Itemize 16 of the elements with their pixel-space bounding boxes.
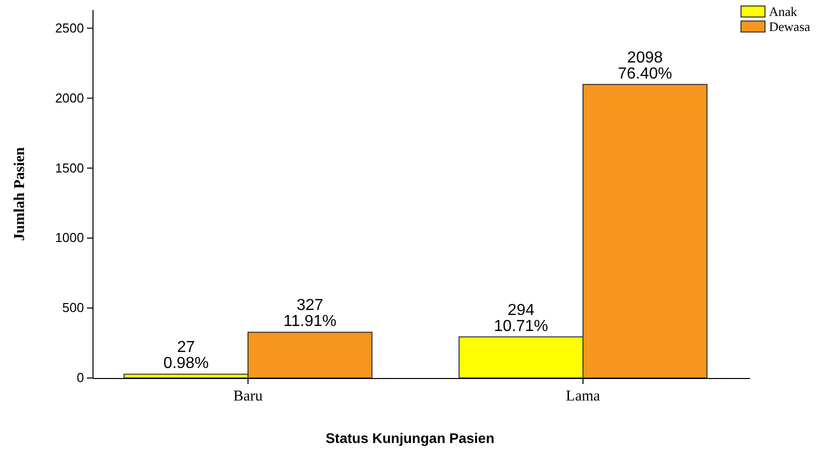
data-label: 327 11.91% bbox=[283, 297, 337, 330]
y-tick-label: 1000 bbox=[55, 230, 84, 246]
x-tick-label: Lama bbox=[566, 388, 600, 404]
y-tick-label: 2000 bbox=[55, 90, 84, 106]
y-tick-label: 0 bbox=[76, 370, 84, 386]
legend-label: Anak bbox=[769, 4, 798, 19]
legend-label: Dewasa bbox=[769, 19, 810, 34]
data-label: 294 10.71% bbox=[494, 302, 548, 335]
y-axis-title: Jumlah Pasien bbox=[12, 146, 28, 241]
y-tick-label: 1500 bbox=[55, 160, 84, 176]
y-tick-label: 500 bbox=[62, 300, 84, 316]
data-label: 27 0.98% bbox=[163, 339, 209, 372]
y-tick-label: 2500 bbox=[55, 20, 84, 36]
x-axis-title: Status Kunjungan Pasien bbox=[326, 430, 494, 446]
x-tick-label: Baru bbox=[233, 388, 264, 404]
data-label: 2098 76.40% bbox=[618, 49, 672, 82]
